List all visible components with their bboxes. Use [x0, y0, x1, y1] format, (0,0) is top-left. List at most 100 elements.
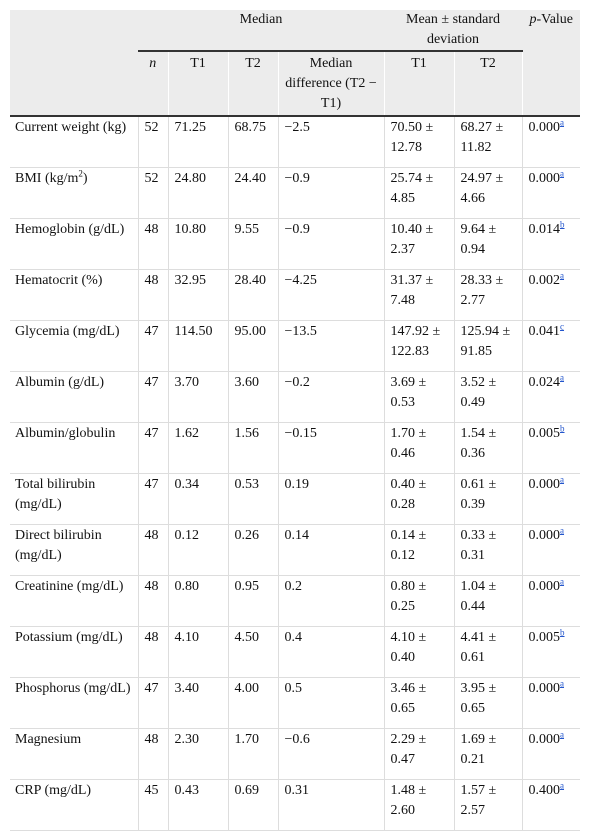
footnote-link[interactable]: a — [560, 372, 565, 383]
cell: 3.40 — [168, 677, 229, 729]
cell: 70.50 ± 12.78 — [384, 116, 455, 168]
footnote-link[interactable]: a — [560, 117, 565, 128]
column-header: T1 — [384, 51, 455, 117]
row-label-cell: Creatinine (mg/dL) — [10, 575, 139, 627]
footnote-ref: a — [560, 525, 564, 535]
cell: 1.70 — [228, 728, 279, 780]
p-value-cell: 0.041c — [522, 320, 581, 372]
p-value: 0.000 — [528, 120, 561, 135]
footnote-ref: c — [560, 321, 564, 331]
p-value-cell: 0.000a — [522, 524, 581, 576]
cell: 0.69 — [228, 779, 279, 831]
row-label-cell: BMI (kg/m2) — [10, 167, 139, 219]
row-label: Current weight (kg) — [15, 120, 127, 135]
cell: 47 — [138, 473, 169, 525]
footnote-link[interactable]: a — [560, 780, 565, 791]
cell: 32.95 — [168, 269, 229, 321]
column-header: n — [138, 51, 169, 117]
table-body: Current weight (kg) 52 71.25 68.75 −2.5 70.50… — [10, 116, 581, 831]
cell: −4.25 — [278, 269, 385, 321]
row-label-cell: CRP (mg/dL) — [10, 779, 139, 831]
cell: 95.00 — [228, 320, 279, 372]
table-row: Magnesium 48 2.30 1.70 −0.6 2.29 ± 0.47 1.69 ±… — [10, 728, 581, 780]
footnote-ref: a — [560, 117, 564, 127]
cell: 3.95 ± 0.65 — [454, 677, 523, 729]
cell: 68.75 — [228, 116, 279, 168]
cell: 9.55 — [228, 218, 279, 270]
table-row: Creatinine (mg/dL) 48 0.80 0.95 0.2 0.80 ± 0.… — [10, 575, 581, 627]
p-value-cell: 0.000a — [522, 575, 581, 627]
cell: 52 — [138, 167, 169, 219]
table-row: Hemoglobin (g/dL) 48 10.80 9.55 −0.9 10.40 ± … — [10, 218, 581, 270]
row-label: Glycemia (mg/dL) — [15, 324, 120, 339]
cell: 2.29 ± 0.47 — [384, 728, 455, 780]
footnote-link[interactable]: a — [560, 270, 565, 281]
cell: 48 — [138, 269, 169, 321]
p-value-cell: 0.005b — [522, 422, 581, 474]
p-value-cell: 0.024a — [522, 371, 581, 423]
p-value: 0.000 — [528, 171, 561, 186]
cell: −0.9 — [278, 167, 385, 219]
footnote-link[interactable]: a — [560, 525, 565, 536]
cell: 0.53 — [228, 473, 279, 525]
row-label-cell: Total bilirubin (mg/dL) — [10, 473, 139, 525]
p-value-cell: 0.014b — [522, 218, 581, 270]
cell: 24.40 — [228, 167, 279, 219]
cell: 114.50 — [168, 320, 229, 372]
cell: 4.00 — [228, 677, 279, 729]
cell: 0.14 ± 0.12 — [384, 524, 455, 576]
cell: 1.70 ± 0.46 — [384, 422, 455, 474]
p-value: 0.000 — [528, 528, 561, 543]
cell: 25.74 ± 4.85 — [384, 167, 455, 219]
cell: 0.80 ± 0.25 — [384, 575, 455, 627]
footnote-link[interactable]: c — [560, 321, 565, 332]
column-header: Median difference (T2 − T1) — [278, 51, 385, 117]
footnote-link[interactable]: b — [560, 219, 565, 230]
cell: 48 — [138, 218, 169, 270]
row-label: Creatinine (mg/dL) — [15, 579, 124, 594]
cell: 125.94 ± 91.85 — [454, 320, 523, 372]
row-label: Direct bilirubin (mg/dL) — [15, 528, 102, 563]
row-label-cell: Phosphorus (mg/dL) — [10, 677, 139, 729]
footnote-link[interactable]: b — [560, 423, 565, 434]
footnote-ref: a — [560, 576, 564, 586]
footnote-link[interactable]: a — [560, 168, 565, 179]
cell: 0.80 — [168, 575, 229, 627]
row-label: Albumin/globulin — [15, 426, 116, 441]
table-row: Albumin/globulin 47 1.62 1.56 −0.15 1.70 ± 0.… — [10, 422, 581, 474]
footnote-ref: a — [560, 474, 564, 484]
cell: −0.2 — [278, 371, 385, 423]
footnote-link[interactable]: a — [560, 576, 565, 587]
footnote-link[interactable]: a — [560, 678, 565, 689]
p-value-cell: 0.000a — [522, 167, 581, 219]
cell: 52 — [138, 116, 169, 168]
row-label: Magnesium — [15, 732, 82, 747]
p-value-cell: 0.002a — [522, 269, 581, 321]
row-label-cell: Albumin/globulin — [10, 422, 139, 474]
cell: 48 — [138, 524, 169, 576]
p-value-header: p-Value — [522, 10, 581, 117]
footnote-link[interactable]: a — [560, 729, 565, 740]
table-row: Glycemia (mg/dL) 47 114.50 95.00 −13.5 147.92… — [10, 320, 581, 372]
footnote-link[interactable]: b — [560, 627, 565, 638]
p-value: 0.000 — [528, 477, 561, 492]
p-value: 0.000 — [528, 681, 561, 696]
cell: 47 — [138, 677, 169, 729]
footnote-ref: a — [560, 372, 564, 382]
cell: 4.10 ± 0.40 — [384, 626, 455, 678]
row-label-cell: Potassium (mg/dL) — [10, 626, 139, 678]
cell: 1.57 ± 2.57 — [454, 779, 523, 831]
p-value-cell: 0.000a — [522, 116, 581, 168]
footnote-ref: a — [560, 780, 564, 790]
cell: 4.10 — [168, 626, 229, 678]
row-label: Hemoglobin (g/dL) — [15, 222, 125, 237]
cell: 24.80 — [168, 167, 229, 219]
cell: 3.46 ± 0.65 — [384, 677, 455, 729]
row-label: Albumin (g/dL) — [15, 375, 105, 390]
cell: −2.5 — [278, 116, 385, 168]
cell: 0.34 — [168, 473, 229, 525]
cell: 48 — [138, 728, 169, 780]
row-label-cell: Hematocrit (%) — [10, 269, 139, 321]
footnote-link[interactable]: a — [560, 474, 565, 485]
